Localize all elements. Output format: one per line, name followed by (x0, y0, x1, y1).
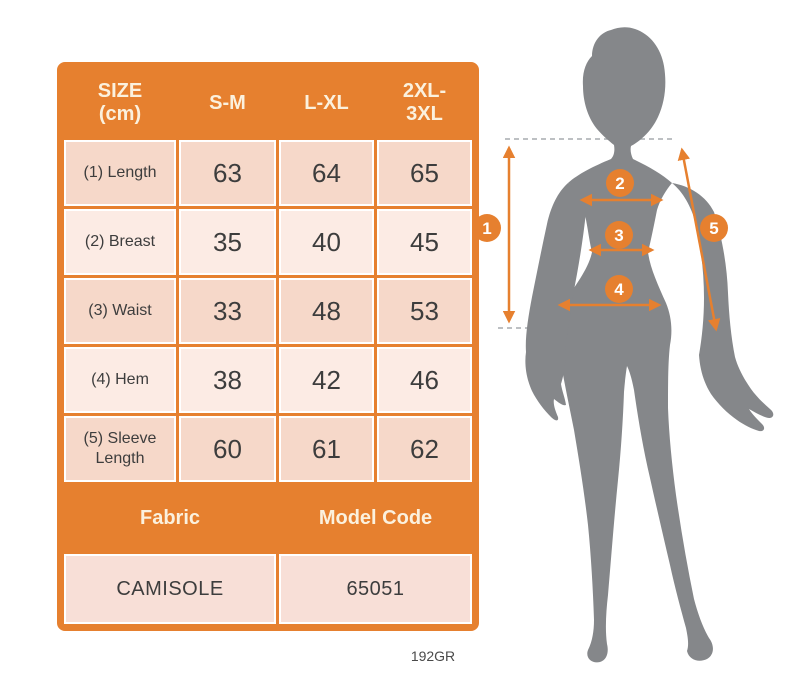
value-length-sm: 63 (179, 140, 276, 206)
value-length-lxl: 64 (279, 140, 374, 206)
measure-arrow-sleeve (677, 147, 721, 332)
female-silhouette-right-arm (672, 183, 774, 432)
table-row-sleeve: (5) Sleeve Length 60 61 62 (64, 416, 472, 482)
measure-marker-4-hem: 4 (605, 275, 633, 303)
weight-note: 192GR (410, 648, 456, 664)
column-header-sm: S-M (179, 69, 276, 137)
model-code-header-cell: Model Code (279, 485, 472, 551)
column-header-size-label: SIZE (cm) (97, 80, 143, 125)
table-row-hem: (4) Hem 38 42 46 (64, 347, 472, 413)
value-sleeve-2xl3xl: 62 (377, 416, 472, 482)
value-hem-sm: 38 (179, 347, 276, 413)
column-header-sm-label: S-M (209, 91, 246, 114)
row-label-waist: (3) Waist (64, 278, 176, 344)
column-header-size: SIZE (cm) (64, 69, 176, 137)
value-sleeve-sm: 60 (179, 416, 276, 482)
column-header-lxl: L-XL (279, 69, 374, 137)
measure-marker-1-length: 1 (473, 214, 501, 242)
row-label-hem: (4) Hem (64, 347, 176, 413)
measure-marker-5-sleeve: 5 (700, 214, 728, 242)
value-waist-lxl: 48 (279, 278, 374, 344)
value-hem-2xl3xl: 46 (377, 347, 472, 413)
measure-marker-2-breast: 2 (606, 169, 634, 197)
table-row-length: (1) Length 63 64 65 (64, 140, 472, 206)
table-row-waist: (3) Waist 33 48 53 (64, 278, 472, 344)
info-value-row: CAMISOLE 65051 (64, 554, 472, 624)
female-silhouette-body (557, 27, 713, 663)
value-length-2xl3xl: 65 (377, 140, 472, 206)
fabric-value-cell: CAMISOLE (64, 554, 276, 624)
fabric-header-cell: Fabric (64, 485, 276, 551)
model-code-value-cell: 65051 (279, 554, 472, 624)
column-header-2xl3xl-label: 2XL-3XL (402, 80, 447, 125)
row-label-length: (1) Length (64, 140, 176, 206)
value-breast-lxl: 40 (279, 209, 374, 275)
body-silhouette-svg (498, 27, 774, 663)
value-hem-lxl: 42 (279, 347, 374, 413)
info-header-row: Fabric Model Code (64, 485, 472, 551)
size-chart-table: SIZE (cm) S-M L-XL 2XL-3XL (1) Length 63… (57, 62, 479, 631)
column-header-lxl-label: L-XL (304, 91, 349, 114)
value-breast-2xl3xl: 45 (377, 209, 472, 275)
table-row-breast: (2) Breast 35 40 45 (64, 209, 472, 275)
measurement-figure (470, 0, 800, 691)
value-waist-sm: 33 (179, 278, 276, 344)
female-silhouette-left-arm (525, 183, 586, 421)
row-label-sleeve: (5) Sleeve Length (64, 416, 176, 482)
column-header-2xl3xl: 2XL-3XL (377, 69, 472, 137)
row-label-breast: (2) Breast (64, 209, 176, 275)
value-waist-2xl3xl: 53 (377, 278, 472, 344)
value-sleeve-lxl: 61 (279, 416, 374, 482)
value-breast-sm: 35 (179, 209, 276, 275)
measure-marker-3-waist: 3 (605, 221, 633, 249)
table-header-row: SIZE (cm) S-M L-XL 2XL-3XL (64, 69, 472, 137)
